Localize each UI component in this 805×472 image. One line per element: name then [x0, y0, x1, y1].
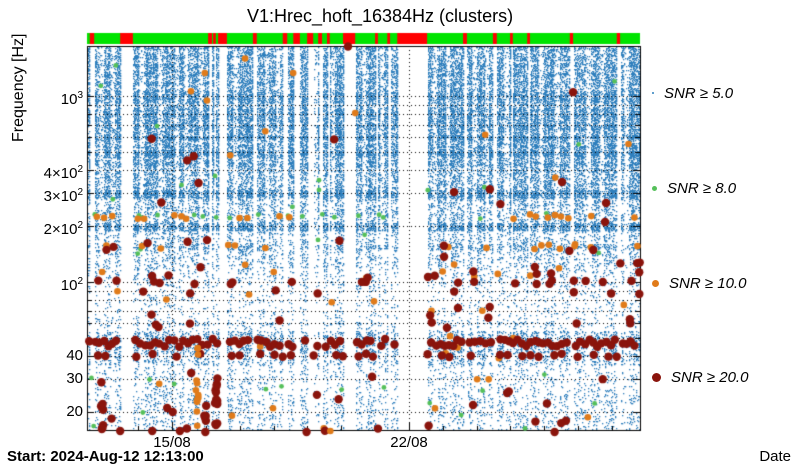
y-tick-label: 3×102 [43, 187, 83, 206]
y-axis-title: Frequency [Hz] [10, 34, 28, 142]
x-tick-label: 22/08 [390, 434, 428, 451]
snr10-marker-icon [652, 279, 659, 287]
x-axis-title: Date [759, 448, 791, 465]
segment-quality-bar [87, 33, 640, 44]
start-timestamp: Start: 2024-Aug-12 12:13:00 [7, 448, 204, 465]
legend-item-snr20: SNR ≥ 20.0 [652, 367, 748, 387]
legend-label: SNR ≥ 20.0 [671, 368, 749, 386]
legend-label: SNR ≥ 10.0 [669, 274, 747, 292]
page-title: V1:Hrec_hoft_16384Hz (clusters) [246, 6, 514, 26]
y-tick-label: 2×102 [43, 220, 83, 239]
y-tick-label: 4×102 [43, 164, 83, 183]
legend-item-snr10: SNR ≥ 10.0 [652, 273, 746, 293]
legend-label: SNR ≥ 5.0 [664, 84, 734, 102]
legend-label: SNR ≥ 8.0 [667, 179, 737, 197]
y-tick-label: 30 [66, 370, 83, 388]
y-tick-label: 102 [60, 276, 83, 295]
legend-item-snr5: SNR ≥ 5.0 [652, 83, 733, 103]
x-tick-label: 15/08 [153, 434, 191, 451]
y-tick-label: 103 [60, 90, 83, 109]
snr8-marker-icon [652, 185, 657, 191]
snr5-marker-icon [652, 92, 654, 94]
snr20-marker-icon [652, 372, 661, 382]
y-tick-label: 40 [66, 347, 83, 364]
legend-item-snr8: SNR ≥ 8.0 [652, 178, 736, 198]
y-tick-label: 20 [66, 402, 83, 420]
